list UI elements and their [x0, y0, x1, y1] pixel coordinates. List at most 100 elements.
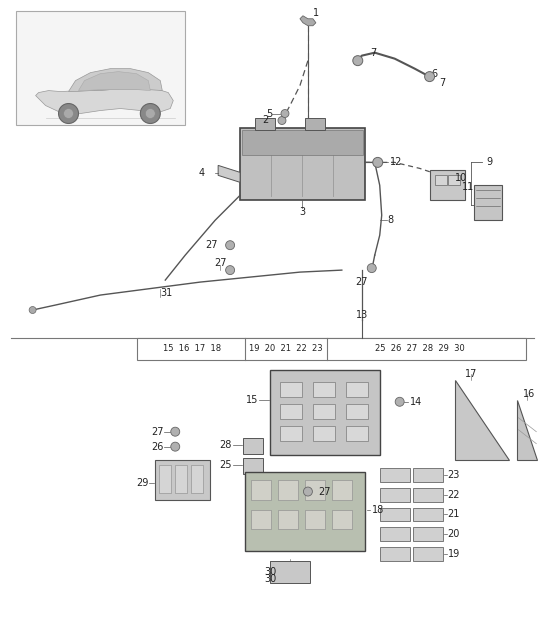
Text: 6: 6 [432, 68, 438, 78]
Text: 13: 13 [356, 310, 368, 320]
Text: 27: 27 [318, 487, 330, 497]
Text: 14: 14 [410, 397, 422, 407]
Text: 27: 27 [151, 426, 163, 436]
Text: 25: 25 [220, 460, 232, 470]
Bar [413, 468, 443, 482]
Circle shape [171, 442, 180, 451]
Text: 5: 5 [266, 109, 272, 119]
Bar [243, 458, 263, 474]
Bar [313, 404, 335, 419]
Bar [346, 426, 368, 441]
Text: 8: 8 [387, 215, 394, 225]
Text: 21: 21 [447, 509, 460, 519]
Bar [243, 438, 263, 453]
Text: 12: 12 [390, 158, 402, 168]
Bar [313, 382, 335, 397]
Text: 2: 2 [262, 116, 268, 126]
Text: 23: 23 [447, 470, 460, 480]
Bar [434, 175, 446, 185]
Circle shape [367, 264, 376, 273]
Text: 27: 27 [214, 258, 226, 268]
Polygon shape [69, 68, 162, 92]
Bar [413, 487, 443, 502]
Text: 22: 22 [447, 490, 460, 499]
Text: 31: 31 [160, 288, 173, 298]
Bar [413, 507, 443, 521]
Circle shape [58, 104, 78, 124]
Circle shape [425, 72, 434, 82]
Text: 25  26  27  28  29  30: 25 26 27 28 29 30 [375, 344, 464, 354]
Text: 19: 19 [447, 550, 460, 560]
Bar [155, 460, 210, 499]
Text: 10: 10 [455, 173, 467, 183]
Polygon shape [78, 72, 150, 90]
Bar [380, 507, 410, 521]
Circle shape [171, 427, 180, 436]
Bar [380, 487, 410, 502]
Circle shape [141, 104, 160, 124]
Bar [280, 382, 302, 397]
Bar [346, 382, 368, 397]
Text: 27: 27 [205, 240, 218, 250]
Text: 11: 11 [462, 182, 474, 192]
Text: 1: 1 [313, 8, 319, 18]
Bar [380, 468, 410, 482]
Text: 7: 7 [440, 78, 446, 87]
Bar [255, 119, 275, 131]
Text: 28: 28 [220, 440, 232, 450]
Bar [380, 528, 410, 541]
Bar [242, 131, 363, 155]
Circle shape [281, 109, 289, 117]
Bar [159, 465, 171, 492]
Bar [240, 129, 365, 200]
Circle shape [29, 306, 36, 313]
Circle shape [353, 56, 363, 66]
Bar [175, 465, 187, 492]
Bar [270, 370, 380, 455]
Polygon shape [300, 16, 316, 26]
Circle shape [373, 158, 383, 168]
Bar [380, 548, 410, 561]
Text: 19  20  21  22  23: 19 20 21 22 23 [249, 344, 323, 354]
Bar [280, 404, 302, 419]
Bar [278, 480, 298, 499]
Bar [270, 561, 310, 583]
Circle shape [395, 398, 404, 406]
Bar [413, 528, 443, 541]
Text: 29: 29 [136, 477, 148, 487]
Text: 4: 4 [199, 168, 205, 178]
Bar [413, 548, 443, 561]
Bar [280, 426, 302, 441]
Bar [251, 480, 271, 499]
Circle shape [226, 241, 234, 250]
Text: 20: 20 [447, 529, 460, 539]
Circle shape [226, 266, 234, 274]
Bar [305, 480, 325, 499]
Polygon shape [517, 400, 537, 460]
Bar [16, 11, 185, 126]
Text: 30: 30 [264, 567, 276, 577]
Text: 30: 30 [264, 575, 276, 584]
Circle shape [278, 117, 286, 124]
Bar [245, 472, 365, 551]
Bar [191, 465, 203, 492]
Polygon shape [35, 87, 173, 114]
Circle shape [304, 487, 312, 496]
Text: 15  16  17  18: 15 16 17 18 [163, 344, 221, 354]
Polygon shape [455, 380, 510, 460]
Text: 7: 7 [370, 48, 376, 58]
Text: 17: 17 [465, 369, 477, 379]
Text: 3: 3 [299, 207, 305, 217]
Text: 9: 9 [487, 158, 493, 168]
Bar [278, 509, 298, 529]
Bar [137, 338, 526, 360]
Text: 16: 16 [523, 389, 536, 399]
Bar [332, 480, 352, 499]
Bar [305, 119, 325, 131]
Bar [251, 509, 271, 529]
Bar [429, 170, 464, 200]
Polygon shape [218, 165, 240, 182]
Bar [475, 185, 502, 220]
Text: 18: 18 [372, 504, 384, 514]
Bar [332, 509, 352, 529]
